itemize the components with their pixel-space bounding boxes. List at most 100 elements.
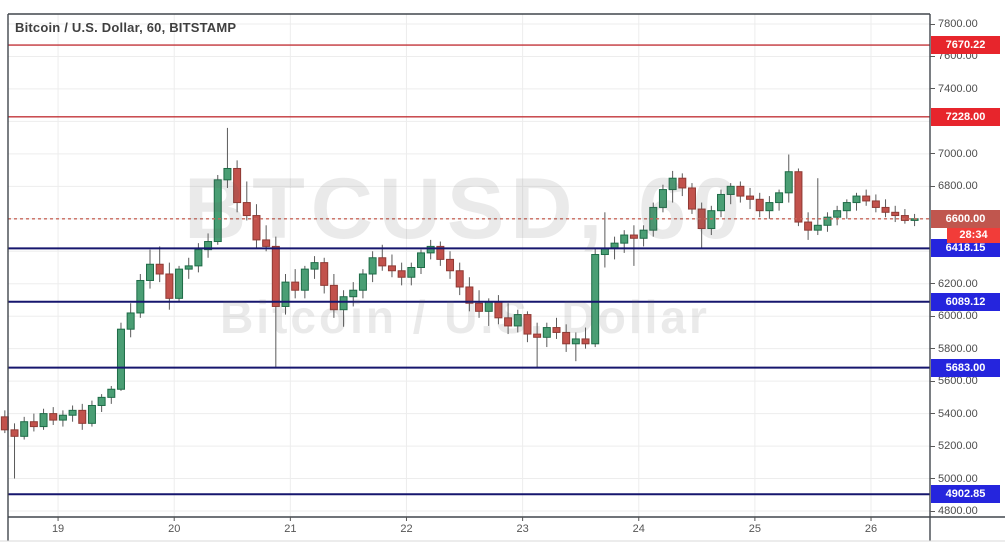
candle-body	[707, 210, 716, 230]
candle-body	[813, 224, 822, 231]
candle-body	[446, 258, 455, 272]
price-axis-tick	[930, 380, 935, 382]
candle-body	[658, 189, 667, 208]
candle-body	[668, 177, 677, 191]
candle-body	[436, 245, 445, 260]
time-axis-label: 20	[168, 523, 181, 535]
price-level-badge: 6089.12	[931, 292, 1000, 311]
price-axis-tick	[930, 153, 935, 155]
candle-body	[842, 202, 851, 212]
candle-body	[29, 421, 38, 428]
price-level-badge: 4902.85	[931, 485, 1000, 504]
candle-body	[717, 193, 726, 212]
price-axis-tick	[930, 185, 935, 187]
candle-body	[213, 179, 222, 243]
price-axis-label: 6200.00	[938, 277, 978, 290]
price-axis-label: 6800.00	[938, 180, 978, 193]
price-axis-label: 5400.00	[938, 407, 978, 420]
candle-body	[165, 273, 174, 299]
candle-body	[20, 421, 29, 437]
candle-body	[639, 229, 648, 239]
candle-body	[175, 268, 184, 299]
time-axis-label: 24	[632, 523, 645, 535]
last-price-badge: 6600.00	[931, 209, 1000, 228]
candle-body	[349, 289, 358, 298]
candle-body	[726, 185, 735, 195]
candle-body	[823, 216, 832, 226]
candle-body	[49, 413, 58, 421]
candle-body	[862, 195, 871, 202]
candle-body	[687, 187, 696, 210]
price-axis-tick	[930, 88, 935, 90]
candle-body	[455, 270, 464, 288]
candle-body	[146, 263, 155, 281]
time-axis-label: 23	[516, 523, 529, 535]
time-axis-label: 19	[51, 523, 65, 535]
price-axis-tick	[930, 23, 935, 25]
candle-body	[416, 252, 425, 268]
candle-body	[533, 333, 542, 338]
candle-body	[426, 245, 435, 254]
candle-body	[591, 254, 600, 345]
time-axis-label: 25	[748, 523, 761, 535]
candle-body	[804, 221, 813, 231]
price-axis-tick	[930, 315, 935, 317]
price-axis-tick	[930, 445, 935, 447]
candle-body	[513, 314, 522, 327]
price-axis-label: 5200.00	[938, 440, 978, 453]
price-axis-tick	[930, 348, 935, 350]
candle-body	[136, 279, 145, 314]
candle-body	[58, 414, 67, 421]
time-axis-label: 21	[284, 523, 297, 535]
candle-body	[78, 409, 87, 424]
price-level-badge: 6418.15	[931, 239, 1000, 258]
candle-body	[562, 331, 571, 345]
candle-body	[900, 215, 909, 221]
candle-body	[871, 200, 880, 208]
price-level-badge: 5683.00	[931, 358, 1000, 377]
candle-body	[204, 241, 213, 251]
candle-body	[891, 211, 900, 217]
price-axis-tick	[930, 283, 935, 285]
candle-body	[523, 314, 532, 335]
price-axis-label: 7800.00	[938, 18, 978, 30]
candle-body	[368, 257, 377, 275]
candle-body	[233, 167, 242, 204]
candle-body	[504, 317, 513, 327]
candle-body	[291, 281, 300, 291]
candle-body	[223, 167, 232, 181]
candle-body	[765, 202, 774, 212]
candle-body	[620, 234, 629, 244]
candle-body	[407, 267, 416, 278]
chart-legend-title[interactable]: Bitcoin / U.S. Dollar, 60, BITSTAMP	[15, 20, 237, 35]
candle-body	[775, 192, 784, 204]
price-axis-tick	[930, 510, 935, 512]
price-level-badge: 7670.22	[931, 36, 1000, 55]
price-axis-label: 4800.00	[938, 505, 978, 517]
candle-body	[281, 281, 290, 307]
candle-body	[126, 312, 135, 330]
candle-body	[262, 239, 271, 247]
candle-body	[610, 242, 619, 249]
candle-body	[10, 429, 19, 437]
time-axis-label: 26	[864, 523, 878, 535]
candle-body	[746, 195, 755, 200]
candle-body	[97, 396, 106, 406]
candle-body	[320, 262, 329, 286]
candle-body	[794, 171, 803, 223]
price-axis-label: 6000.00	[938, 310, 978, 323]
candle-body	[852, 195, 861, 204]
candle-body	[0, 416, 9, 431]
candle-body	[300, 268, 309, 291]
candle-body	[629, 234, 638, 239]
candle-body	[542, 327, 551, 338]
candle-body	[755, 198, 764, 212]
candle-body	[252, 215, 261, 241]
time-axis-label: 22	[400, 523, 413, 535]
candle-body	[271, 245, 280, 307]
candle-body	[881, 206, 890, 213]
bar-countdown-badge: 28:34	[947, 228, 1000, 244]
candle-body	[678, 177, 687, 189]
candle-body	[552, 327, 561, 333]
